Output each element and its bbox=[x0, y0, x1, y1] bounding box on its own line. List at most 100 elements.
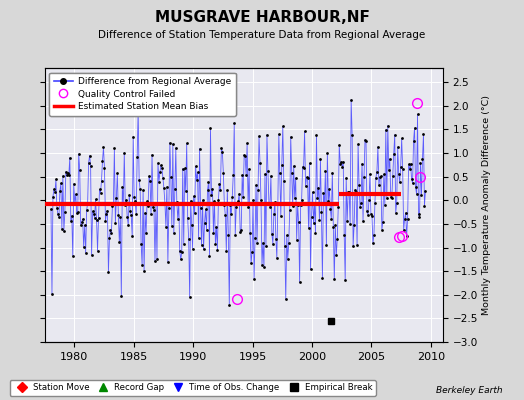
Point bbox=[380, 202, 389, 208]
Point bbox=[402, 233, 411, 239]
Point bbox=[227, 211, 235, 217]
Point bbox=[258, 262, 266, 268]
Point bbox=[238, 172, 246, 178]
Point bbox=[325, 185, 334, 192]
Point bbox=[349, 243, 357, 249]
Point bbox=[124, 222, 133, 228]
Point bbox=[193, 169, 202, 176]
Point bbox=[270, 210, 278, 217]
Point bbox=[182, 140, 191, 147]
Point bbox=[331, 222, 340, 228]
Point bbox=[114, 212, 123, 218]
Point bbox=[75, 166, 84, 173]
Point bbox=[173, 216, 182, 222]
Point bbox=[366, 171, 374, 177]
Point bbox=[131, 198, 139, 204]
Point bbox=[277, 212, 285, 219]
Point bbox=[153, 256, 161, 262]
Point bbox=[90, 211, 98, 218]
Point bbox=[237, 227, 245, 234]
Point bbox=[259, 240, 267, 246]
Point bbox=[112, 194, 121, 201]
Point bbox=[397, 164, 405, 170]
Point bbox=[335, 141, 343, 148]
Point bbox=[158, 165, 166, 171]
Point bbox=[147, 211, 155, 217]
Point bbox=[179, 166, 187, 172]
Point bbox=[420, 203, 429, 209]
Point bbox=[392, 200, 401, 206]
Point bbox=[146, 178, 154, 184]
Point bbox=[156, 168, 164, 175]
Point bbox=[57, 180, 65, 186]
Point bbox=[121, 202, 129, 209]
Point bbox=[74, 151, 83, 157]
Point bbox=[260, 264, 268, 270]
Point bbox=[111, 219, 119, 226]
Point bbox=[309, 220, 318, 226]
Point bbox=[101, 218, 110, 224]
Point bbox=[130, 194, 138, 200]
Point bbox=[362, 138, 370, 144]
Point bbox=[302, 174, 311, 181]
Point bbox=[128, 233, 136, 239]
Point bbox=[353, 242, 361, 248]
Point bbox=[110, 145, 118, 151]
Point bbox=[294, 219, 303, 226]
Text: Difference of Station Temperature Data from Regional Average: Difference of Station Temperature Data f… bbox=[99, 30, 425, 40]
Point bbox=[135, 177, 144, 183]
Point bbox=[143, 198, 151, 205]
Point bbox=[379, 219, 387, 226]
Point bbox=[407, 161, 415, 167]
Text: MUSGRAVE HARBOUR,NF: MUSGRAVE HARBOUR,NF bbox=[155, 10, 369, 25]
Point bbox=[336, 160, 344, 167]
Point bbox=[386, 156, 394, 162]
Point bbox=[276, 170, 284, 176]
Point bbox=[291, 175, 300, 181]
Point bbox=[181, 188, 190, 194]
Point bbox=[282, 232, 291, 238]
Point bbox=[267, 172, 275, 179]
Point bbox=[48, 291, 56, 297]
Point bbox=[332, 252, 341, 258]
Point bbox=[287, 134, 295, 140]
Point bbox=[346, 221, 354, 227]
Point bbox=[161, 200, 169, 206]
Point bbox=[189, 246, 197, 252]
Legend: Station Move, Record Gap, Time of Obs. Change, Empirical Break: Station Move, Record Gap, Time of Obs. C… bbox=[9, 380, 376, 396]
Point bbox=[248, 248, 256, 255]
Point bbox=[310, 200, 319, 206]
Point bbox=[341, 277, 350, 284]
Point bbox=[381, 126, 390, 133]
Point bbox=[198, 242, 206, 248]
Point bbox=[102, 211, 111, 217]
Point bbox=[122, 197, 130, 203]
Legend: Difference from Regional Average, Quality Control Failed, Estimated Station Mean: Difference from Regional Average, Qualit… bbox=[49, 72, 236, 116]
Point bbox=[68, 212, 76, 219]
Point bbox=[155, 178, 163, 185]
Point bbox=[224, 232, 233, 238]
Point bbox=[262, 242, 270, 249]
Point bbox=[107, 230, 116, 236]
Point bbox=[370, 232, 378, 238]
Point bbox=[254, 187, 262, 194]
Point bbox=[355, 181, 363, 188]
Point bbox=[191, 163, 200, 170]
Point bbox=[117, 293, 126, 299]
Point bbox=[139, 187, 147, 193]
Point bbox=[367, 210, 375, 217]
Point bbox=[370, 200, 379, 206]
Point bbox=[299, 165, 308, 171]
Point bbox=[177, 256, 185, 262]
Point bbox=[334, 203, 343, 210]
Point bbox=[265, 200, 273, 206]
Point bbox=[188, 222, 196, 228]
Point bbox=[271, 235, 280, 242]
Point bbox=[209, 230, 217, 236]
Point bbox=[208, 192, 216, 198]
Point bbox=[352, 189, 361, 195]
Point bbox=[285, 240, 293, 246]
Point bbox=[297, 202, 305, 208]
Point bbox=[79, 216, 87, 222]
Point bbox=[51, 188, 59, 195]
